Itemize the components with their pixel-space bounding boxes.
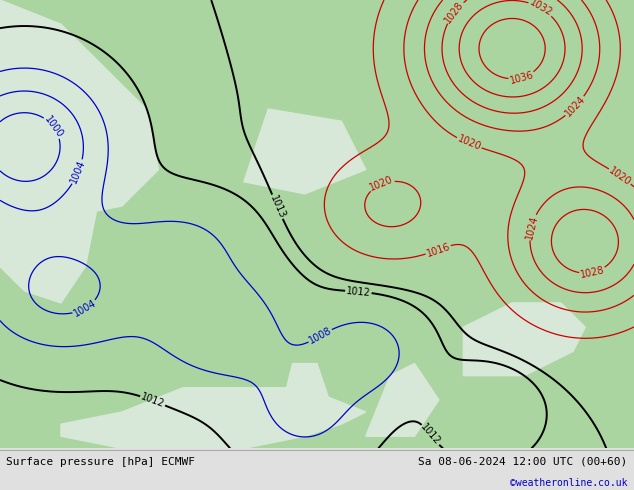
Text: 1036: 1036 [508,70,534,85]
Text: 1028: 1028 [579,265,605,280]
Text: 1020: 1020 [607,165,633,187]
Text: 1012: 1012 [139,392,166,410]
Polygon shape [0,0,98,303]
Text: 1016: 1016 [425,241,451,258]
Text: 1013: 1013 [268,194,287,220]
Polygon shape [463,303,585,376]
Text: 1028: 1028 [443,0,466,25]
Polygon shape [366,364,439,436]
Text: 1024: 1024 [524,214,540,241]
Text: 1004: 1004 [72,298,98,319]
Text: 1008: 1008 [307,325,333,346]
Text: 1024: 1024 [563,94,587,119]
Text: 1012: 1012 [418,422,443,447]
Text: 1020: 1020 [456,134,482,153]
Polygon shape [280,364,329,424]
Text: Sa 08-06-2024 12:00 UTC (00+60): Sa 08-06-2024 12:00 UTC (00+60) [418,457,628,466]
Polygon shape [61,388,366,448]
Text: Surface pressure [hPa] ECMWF: Surface pressure [hPa] ECMWF [6,457,195,466]
Text: 1004: 1004 [69,159,87,185]
Text: 1032: 1032 [527,0,554,19]
Polygon shape [244,109,366,194]
Text: 1012: 1012 [346,286,371,298]
Text: 1020: 1020 [368,175,395,193]
Polygon shape [0,0,158,218]
Text: 1000: 1000 [42,114,65,140]
Text: ©weatheronline.co.uk: ©weatheronline.co.uk [510,477,628,488]
